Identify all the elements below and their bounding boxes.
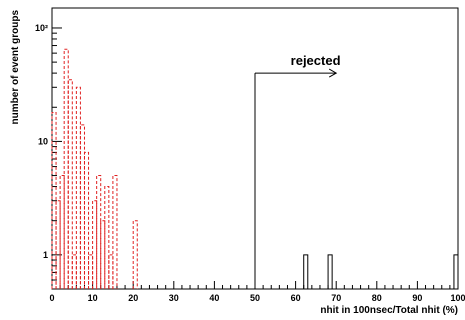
x-tick-label: 90 [412,293,422,303]
annotation-label: rejected [291,53,341,68]
y-axis-ticks: 1 10 10² [35,23,62,290]
histogram-bin [104,186,110,289]
x-tick-label: 60 [291,293,301,303]
histogram-bin [453,254,459,289]
x-tick-label: 100 [450,293,465,303]
x-tick-label: 80 [372,293,382,303]
histogram-bin [92,200,98,289]
histogram-bin [83,151,90,289]
arrow-head [328,68,338,78]
rejected-annotation: rejected [254,53,341,289]
x-tick-label: 40 [209,293,219,303]
histogram-bin [63,48,69,289]
x-tick-label: 70 [331,293,341,303]
histogram-bin [327,254,333,289]
histogram-bin [79,124,85,289]
histogram-bin [67,79,73,289]
histogram-bin [55,200,61,289]
x-tick-label: 50 [250,293,260,303]
histogram-bins [51,48,459,289]
histogram-bin [88,254,94,289]
histogram-bin [108,254,114,289]
histogram-bin [96,175,102,289]
x-tick-label: 20 [128,293,138,303]
histogram-bin [303,254,309,289]
histogram-bin [75,86,81,289]
histogram-bin [132,220,138,289]
x-tick-label: 10 [88,293,98,303]
histogram-bin [100,220,106,289]
histogram-bin [71,254,77,289]
histogram-bin [112,175,118,289]
y-tick-label: 1 [43,250,48,260]
x-tick-label: 0 [49,293,54,303]
y-axis-label: number of event groups [10,10,21,125]
y-tick-label: 10² [35,23,48,33]
y-tick-label: 10 [38,136,48,146]
x-axis-label: nhit in 100nsec/Total nhit (%) [320,305,458,316]
x-axis-ticks: 0 10 20 30 40 50 60 70 80 90 100 [49,281,465,303]
x-tick-label: 30 [169,293,179,303]
histogram-bin [59,175,65,289]
